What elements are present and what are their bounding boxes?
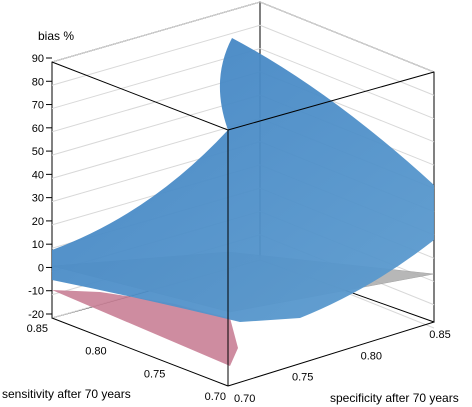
grid-line (259, 1, 435, 73)
z-tick-label: 60 (32, 123, 44, 135)
sensitivity-axis-label: sensitivity after 70 years (2, 387, 131, 401)
z-tick-label: 20 (32, 216, 44, 228)
sensitivity-tick-label: 0.80 (85, 346, 106, 358)
z-tick-label: 90 (32, 53, 44, 65)
specificity-axis-ticks: 0.70 0.75 0.80 0.85 (234, 329, 451, 405)
z-axis-ticks: 90 80 70 60 50 40 30 20 10 0 -10 -20 (28, 53, 52, 321)
sensitivity-tick-label: 0.85 (27, 323, 48, 335)
box-top-front-left (51, 61, 229, 131)
grid-line (51, 1, 261, 63)
specificity-tick-label: 0.80 (361, 350, 382, 362)
grid-line (259, 24, 435, 96)
specificity-axis-label: specificity after 70 years (330, 391, 459, 405)
z-tick-label: 80 (32, 76, 44, 88)
z-axis-label: bias % (38, 29, 74, 43)
specificity-tick-label: 0.85 (429, 329, 450, 341)
z-tick-label: 0 (38, 262, 44, 274)
sensitivity-axis-ticks: 0.85 0.80 0.75 0.70 (27, 323, 226, 403)
z-tick-label: 30 (32, 193, 44, 205)
grid-line (259, 48, 435, 120)
box-top-front-right (227, 71, 435, 131)
z-tick-label: 40 (32, 169, 44, 181)
z-tick-label: 50 (32, 146, 44, 158)
z-tick-label: 70 (32, 100, 44, 112)
specificity-tick-label: 0.75 (292, 372, 313, 384)
box-bottom-front-right (227, 321, 435, 387)
specificity-tick-label: 0.70 (234, 393, 255, 405)
z-tick-label: -10 (28, 286, 44, 298)
sensitivity-tick-label: 0.70 (205, 391, 226, 403)
sensitivity-tick-label: 0.75 (144, 368, 165, 380)
z-tick-label: -20 (28, 309, 44, 321)
box-bottom-front-left (51, 317, 229, 387)
grid-line (51, 117, 261, 179)
z-tick-label: 10 (32, 239, 44, 251)
surface-positive-region (52, 38, 434, 322)
